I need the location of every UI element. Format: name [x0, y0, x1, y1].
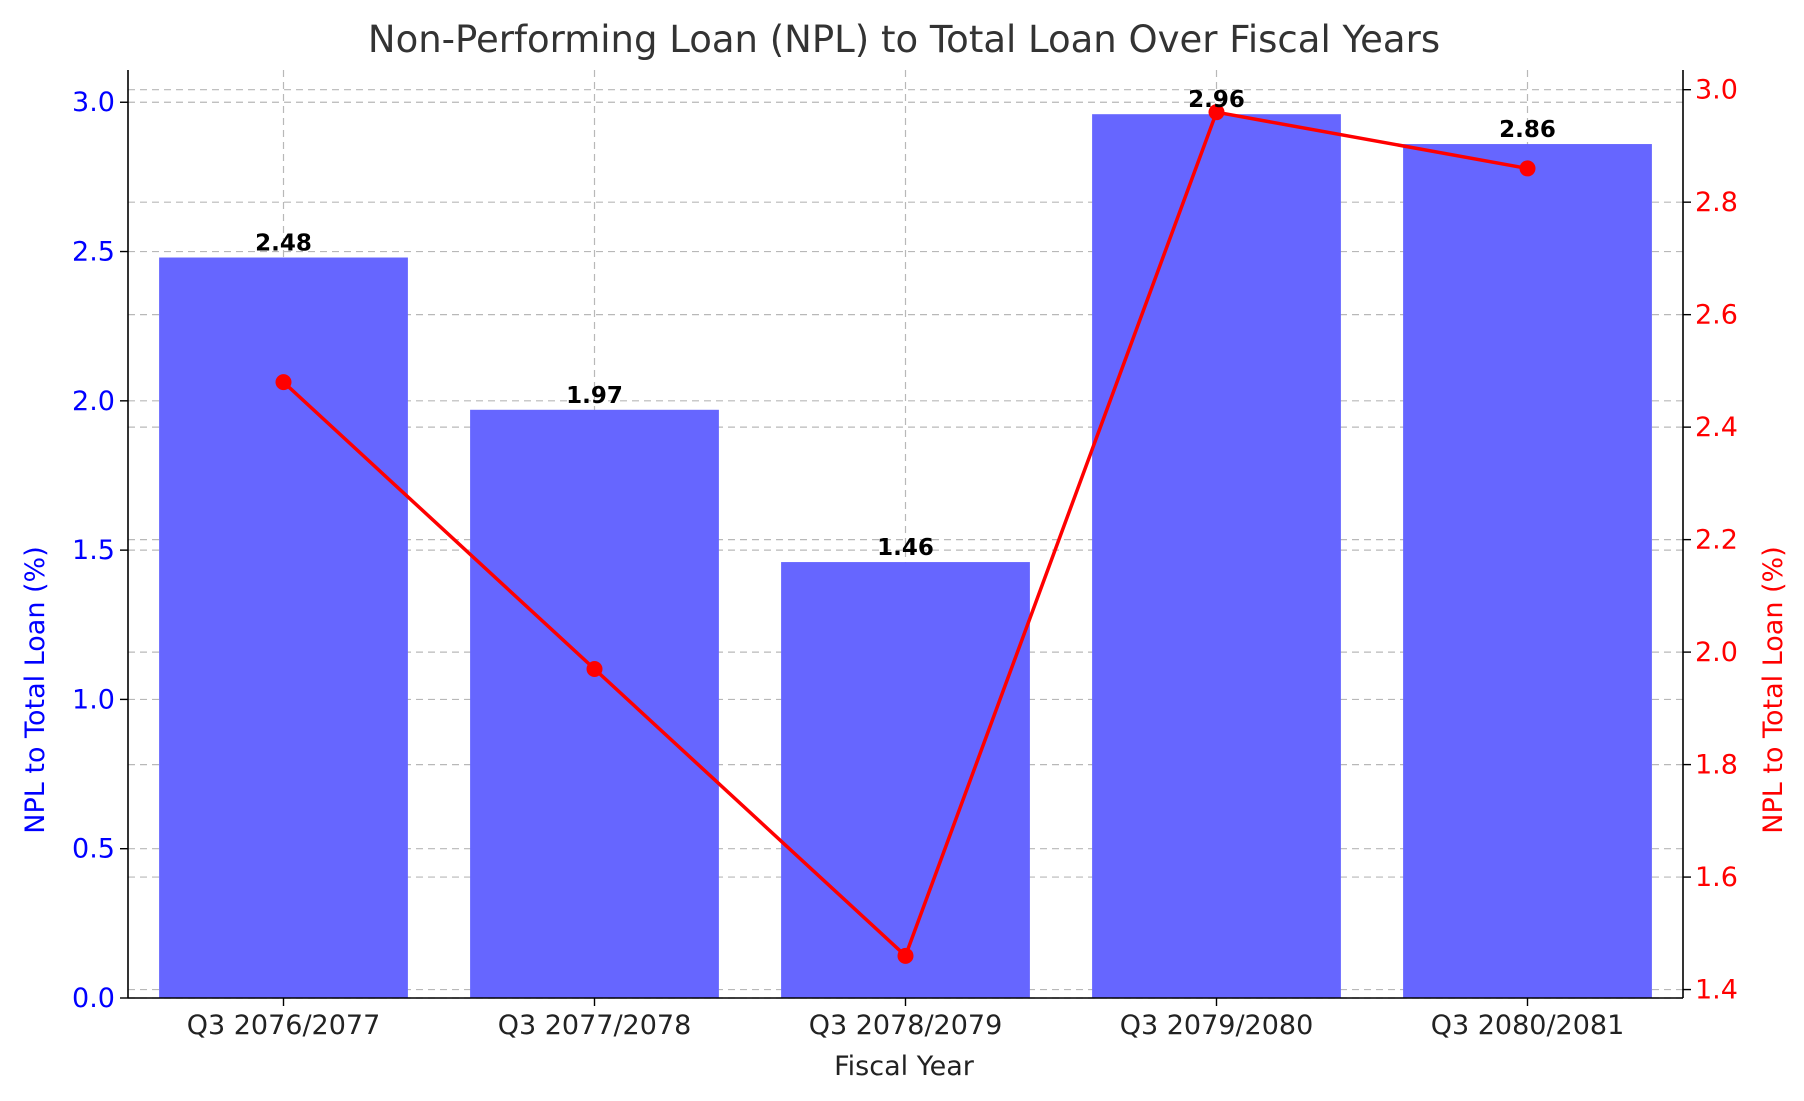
bar: [470, 409, 719, 998]
y-tick-label-right: 2.0: [1695, 637, 1738, 668]
bar: [1403, 144, 1652, 999]
y-tick-label-right: 2.8: [1695, 187, 1738, 218]
x-axis-label: Fiscal Year: [834, 1051, 975, 1082]
line-point: [897, 947, 914, 964]
y-tick-label-right: 1.4: [1695, 975, 1738, 1006]
line-point: [586, 660, 603, 677]
x-tick-label: Q3 2078/2079: [809, 1010, 1003, 1041]
bar-data-label: 1.97: [566, 383, 623, 409]
x-tick-label: Q3 2077/2078: [498, 1010, 692, 1041]
y-tick-label-left: 1.5: [72, 535, 115, 566]
y-tick-label-left: 1.0: [72, 684, 115, 715]
line-point: [275, 374, 292, 391]
bar-data-label: 1.46: [877, 535, 934, 561]
y-tick-label-left: 2.0: [72, 386, 115, 417]
y-tick-label-left: 3.0: [72, 87, 115, 118]
line-point: [1208, 104, 1225, 121]
bar: [1092, 114, 1341, 998]
data-labels: 2.48 1.97 1.46 2.96 2.86: [255, 87, 1556, 561]
bar: [159, 257, 408, 998]
bar-data-label: 2.96: [1188, 87, 1245, 113]
bar-series: [159, 114, 1652, 999]
bar: [781, 562, 1030, 998]
y-tick-label-left: 0.0: [72, 983, 115, 1014]
y-axis-label-left: NPL to Total Loan (%): [20, 546, 51, 833]
x-tick-label: Q3 2076/2077: [187, 1010, 381, 1041]
y-tick-label-right: 2.2: [1695, 525, 1738, 556]
y-tick-label-left: 2.5: [72, 237, 115, 268]
axes: 0.0 0.5 1.0 1.5 2.0 2.5 3.0 1.4 1.6 1.8 2.0 2.2 2.4 2…: [72, 70, 1738, 1041]
x-tick-label: Q3 2080/2081: [1431, 1010, 1625, 1041]
chart-title: Non-Performing Loan (NPL) to Total Loan …: [368, 18, 1440, 61]
line-point: [1519, 160, 1536, 177]
y-tick-label-right: 1.8: [1695, 750, 1738, 781]
y-tick-label-right: 2.6: [1695, 300, 1738, 331]
y-axis-label-right: NPL to Total Loan (%): [1758, 546, 1789, 833]
bar-data-label: 2.86: [1499, 117, 1556, 143]
x-tick-label: Q3 2079/2080: [1120, 1010, 1314, 1041]
bar-data-label: 2.48: [255, 231, 312, 257]
y-tick-label-right: 3.0: [1695, 75, 1738, 106]
y-tick-label-right: 1.6: [1695, 862, 1738, 893]
line-series: [275, 104, 1536, 964]
y-tick-label-right: 2.4: [1695, 412, 1738, 443]
y-tick-label-left: 0.5: [72, 834, 115, 865]
